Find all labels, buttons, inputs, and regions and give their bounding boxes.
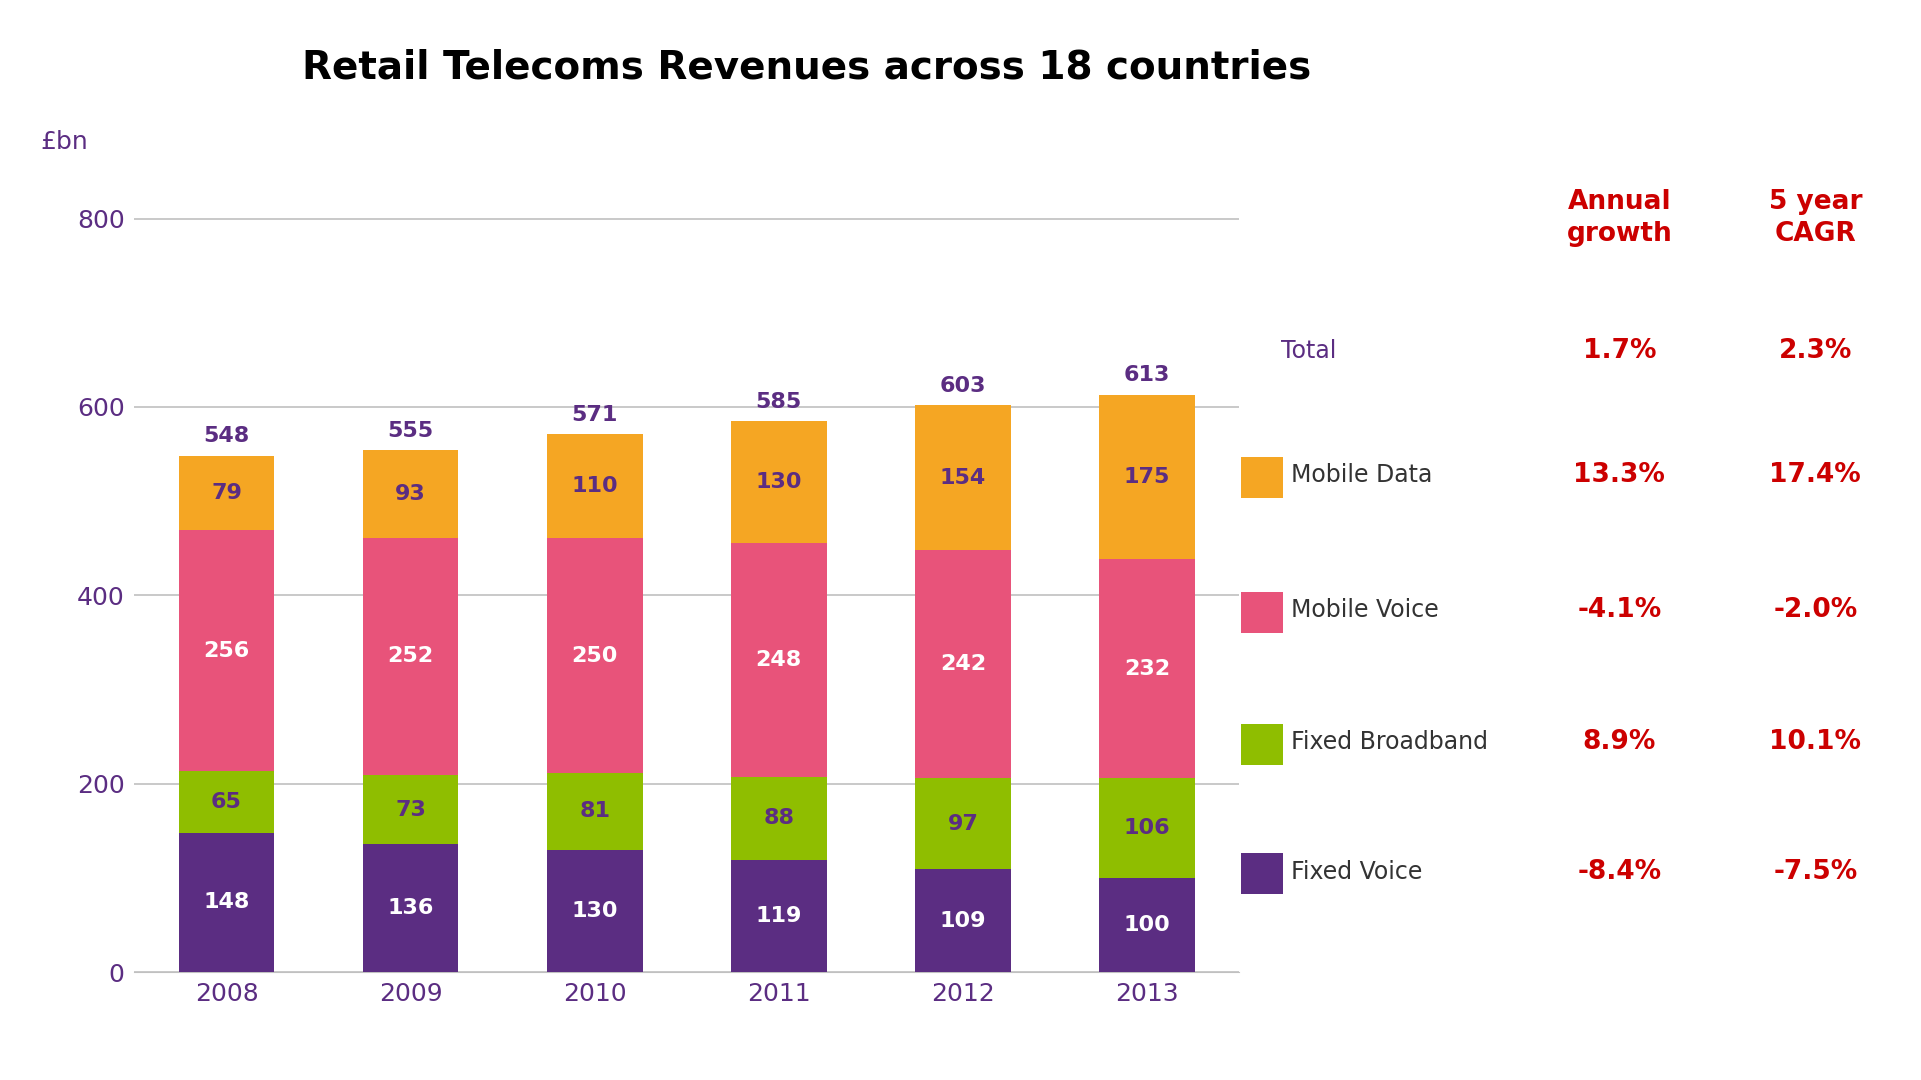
Bar [363,538,459,775]
Text: -7.5%: -7.5% [1773,859,1858,885]
Bar [179,530,275,771]
Text: 548: 548 [204,427,250,446]
Text: 154: 154 [939,468,985,487]
Bar [1099,878,1195,972]
Bar [179,833,275,972]
Text: -2.0%: -2.0% [1773,597,1858,623]
Text: 10.1%: 10.1% [1769,729,1861,755]
Bar [1099,394,1195,559]
Text: Fixed Broadband: Fixed Broadband [1291,730,1489,754]
Text: 232: 232 [1124,659,1170,678]
Text: 100: 100 [1124,915,1170,935]
Text: 73: 73 [396,799,426,820]
Text: 613: 613 [1124,365,1170,386]
Text: 88: 88 [763,809,793,828]
Text: 252: 252 [388,647,434,666]
Text: Annual
growth: Annual growth [1566,189,1673,247]
Bar [179,771,275,833]
Bar [363,450,459,538]
Text: Mobile Data: Mobile Data [1291,463,1433,487]
Text: 571: 571 [572,405,619,424]
Bar [363,775,459,843]
Text: 79: 79 [211,483,242,503]
Text: Retail Telecoms Revenues across 18 countries: Retail Telecoms Revenues across 18 count… [302,49,1312,86]
Text: 65: 65 [211,792,242,812]
Bar [363,843,459,972]
Text: 8.9%: 8.9% [1583,729,1656,755]
Text: 250: 250 [572,646,619,665]
Bar [914,869,1010,972]
Text: 603: 603 [939,376,985,395]
Text: 248: 248 [755,650,801,671]
Text: -4.1%: -4.1% [1577,597,1662,623]
Bar [547,434,642,538]
Bar [730,777,826,860]
Text: 130: 130 [571,901,619,921]
Text: 93: 93 [396,484,426,504]
Text: 242: 242 [939,654,985,674]
Text: 119: 119 [755,906,801,926]
Text: 256: 256 [204,640,250,661]
Bar [179,456,275,530]
Text: 97: 97 [947,813,978,834]
Bar [914,550,1010,778]
Text: 148: 148 [204,892,250,913]
Text: Mobile Voice: Mobile Voice [1291,598,1439,622]
Text: 13.3%: 13.3% [1573,462,1666,488]
Text: £bn: £bn [40,130,88,153]
Text: 109: 109 [939,910,985,931]
Bar [1099,559,1195,778]
Text: 175: 175 [1124,467,1170,487]
Bar [547,538,642,773]
Text: 585: 585 [755,392,801,411]
Text: 106: 106 [1124,818,1170,838]
Bar [914,778,1010,869]
Bar [1099,778,1195,878]
Bar [914,405,1010,550]
Text: 555: 555 [388,421,434,441]
Text: 17.4%: 17.4% [1769,462,1861,488]
Text: 136: 136 [388,897,434,918]
Bar [547,850,642,972]
Text: 110: 110 [571,476,619,496]
Bar [730,860,826,972]
Text: 81: 81 [580,801,611,822]
Text: Fixed Voice: Fixed Voice [1291,860,1422,883]
Text: 1.7%: 1.7% [1583,338,1656,364]
Bar [730,543,826,777]
Text: -8.4%: -8.4% [1577,859,1662,885]
Text: 2.3%: 2.3% [1779,338,1852,364]
Bar [547,773,642,850]
Bar [730,421,826,543]
Text: Total: Total [1281,339,1337,363]
Text: 5 year
CAGR: 5 year CAGR [1769,189,1861,247]
Text: 130: 130 [755,472,803,492]
